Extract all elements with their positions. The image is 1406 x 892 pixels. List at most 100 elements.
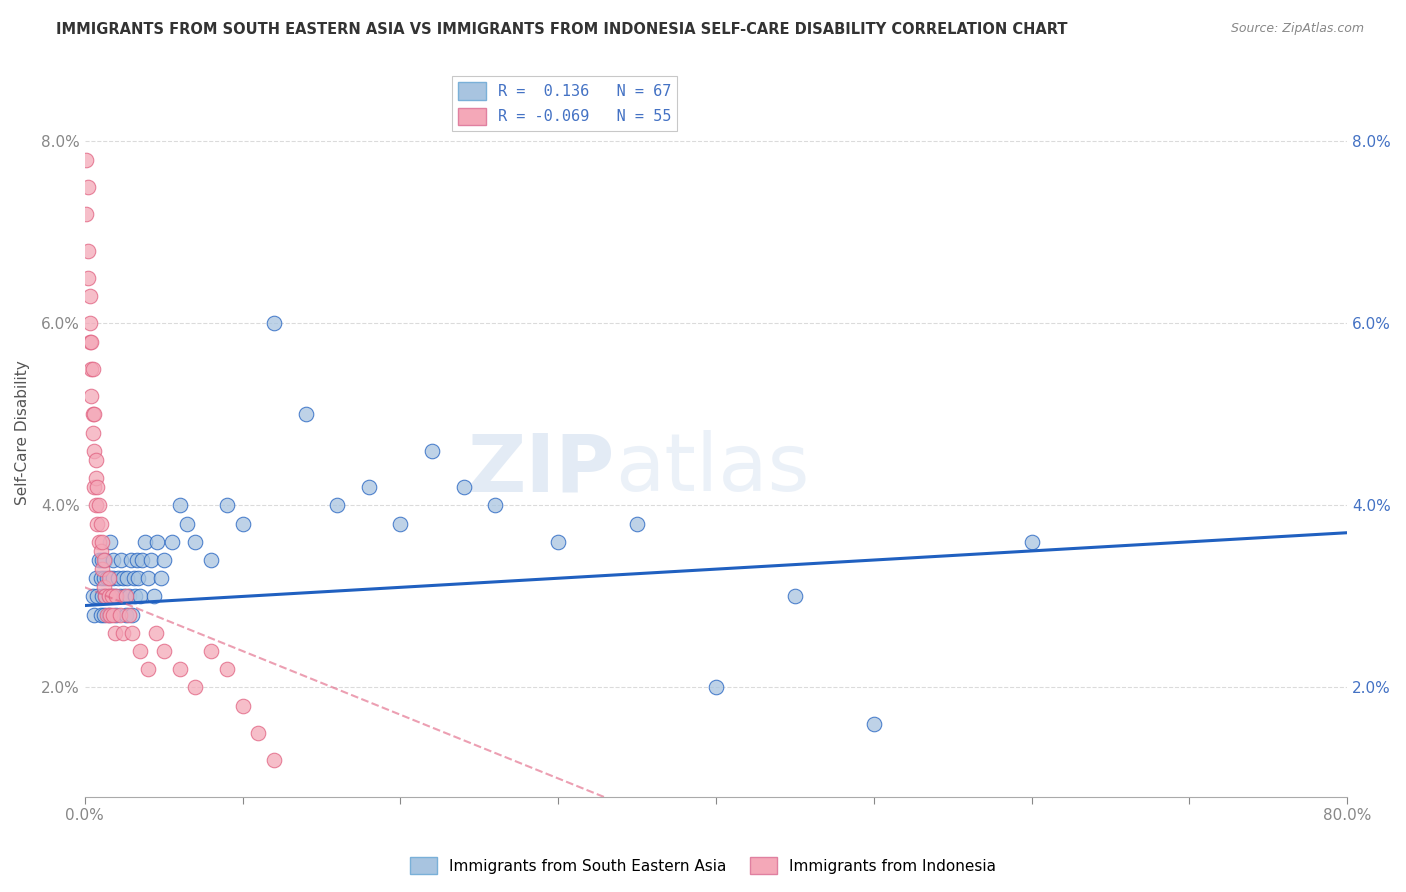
Point xyxy=(152,553,174,567)
Point xyxy=(82,362,104,376)
Point xyxy=(83,408,105,422)
Point xyxy=(84,453,107,467)
Point xyxy=(91,534,114,549)
Point xyxy=(200,644,222,658)
Point xyxy=(103,571,125,585)
Point xyxy=(94,590,117,604)
Point xyxy=(97,590,120,604)
Point xyxy=(79,289,101,303)
Point xyxy=(326,499,349,513)
Point xyxy=(169,662,191,676)
Point xyxy=(93,607,115,622)
Point xyxy=(105,607,128,622)
Point xyxy=(184,534,207,549)
Point xyxy=(98,571,121,585)
Point xyxy=(263,317,285,331)
Point xyxy=(82,590,104,604)
Point xyxy=(97,590,120,604)
Point xyxy=(108,590,131,604)
Point xyxy=(104,590,127,604)
Point xyxy=(124,590,146,604)
Point xyxy=(146,534,169,549)
Point xyxy=(100,590,122,604)
Point xyxy=(94,553,117,567)
Point xyxy=(626,516,648,531)
Point xyxy=(80,362,103,376)
Point xyxy=(77,244,100,258)
Point xyxy=(112,590,135,604)
Point xyxy=(90,571,112,585)
Point xyxy=(136,662,159,676)
Point xyxy=(108,607,131,622)
Point xyxy=(90,516,112,531)
Point xyxy=(176,516,198,531)
Point xyxy=(484,499,506,513)
Point xyxy=(263,753,285,767)
Point xyxy=(90,544,112,558)
Point xyxy=(547,534,569,549)
Point xyxy=(149,571,172,585)
Point xyxy=(357,480,380,494)
Point xyxy=(77,179,100,194)
Point xyxy=(128,571,150,585)
Legend: R =  0.136   N = 67, R = -0.069   N = 55: R = 0.136 N = 67, R = -0.069 N = 55 xyxy=(451,76,678,131)
Point xyxy=(232,516,254,531)
Point xyxy=(121,607,143,622)
Point xyxy=(117,571,139,585)
Point xyxy=(100,590,122,604)
Point xyxy=(111,571,134,585)
Point xyxy=(82,408,104,422)
Point xyxy=(121,625,143,640)
Point xyxy=(420,443,443,458)
Point xyxy=(160,534,183,549)
Point xyxy=(91,562,114,576)
Point xyxy=(105,590,128,604)
Point xyxy=(129,644,152,658)
Point xyxy=(84,499,107,513)
Point xyxy=(152,644,174,658)
Point xyxy=(80,389,103,403)
Point xyxy=(215,662,238,676)
Point xyxy=(83,607,105,622)
Point xyxy=(863,717,886,731)
Point xyxy=(94,590,117,604)
Point xyxy=(98,534,121,549)
Point xyxy=(91,553,114,567)
Point xyxy=(98,607,121,622)
Point xyxy=(115,607,138,622)
Point xyxy=(200,553,222,567)
Point xyxy=(1021,534,1043,549)
Point xyxy=(184,681,207,695)
Point xyxy=(91,590,114,604)
Point xyxy=(79,334,101,349)
Point xyxy=(169,499,191,513)
Point xyxy=(704,681,727,695)
Point xyxy=(90,607,112,622)
Point xyxy=(136,571,159,585)
Y-axis label: Self-Care Disability: Self-Care Disability xyxy=(15,360,30,505)
Point xyxy=(96,571,118,585)
Point xyxy=(93,580,115,594)
Legend: Immigrants from South Eastern Asia, Immigrants from Indonesia: Immigrants from South Eastern Asia, Immi… xyxy=(404,851,1002,880)
Point xyxy=(80,334,103,349)
Point xyxy=(103,553,125,567)
Point xyxy=(453,480,475,494)
Point xyxy=(93,571,115,585)
Point xyxy=(131,553,153,567)
Point xyxy=(115,590,138,604)
Point xyxy=(294,408,316,422)
Point xyxy=(122,571,145,585)
Point xyxy=(75,207,97,221)
Point xyxy=(120,553,142,567)
Point xyxy=(129,590,152,604)
Point xyxy=(84,471,107,485)
Point xyxy=(103,607,125,622)
Point xyxy=(247,726,270,740)
Point xyxy=(139,553,162,567)
Point xyxy=(75,153,97,167)
Text: IMMIGRANTS FROM SOUTH EASTERN ASIA VS IMMIGRANTS FROM INDONESIA SELF-CARE DISABI: IMMIGRANTS FROM SOUTH EASTERN ASIA VS IM… xyxy=(56,22,1067,37)
Point xyxy=(118,590,141,604)
Point xyxy=(79,317,101,331)
Point xyxy=(87,553,110,567)
Point xyxy=(215,499,238,513)
